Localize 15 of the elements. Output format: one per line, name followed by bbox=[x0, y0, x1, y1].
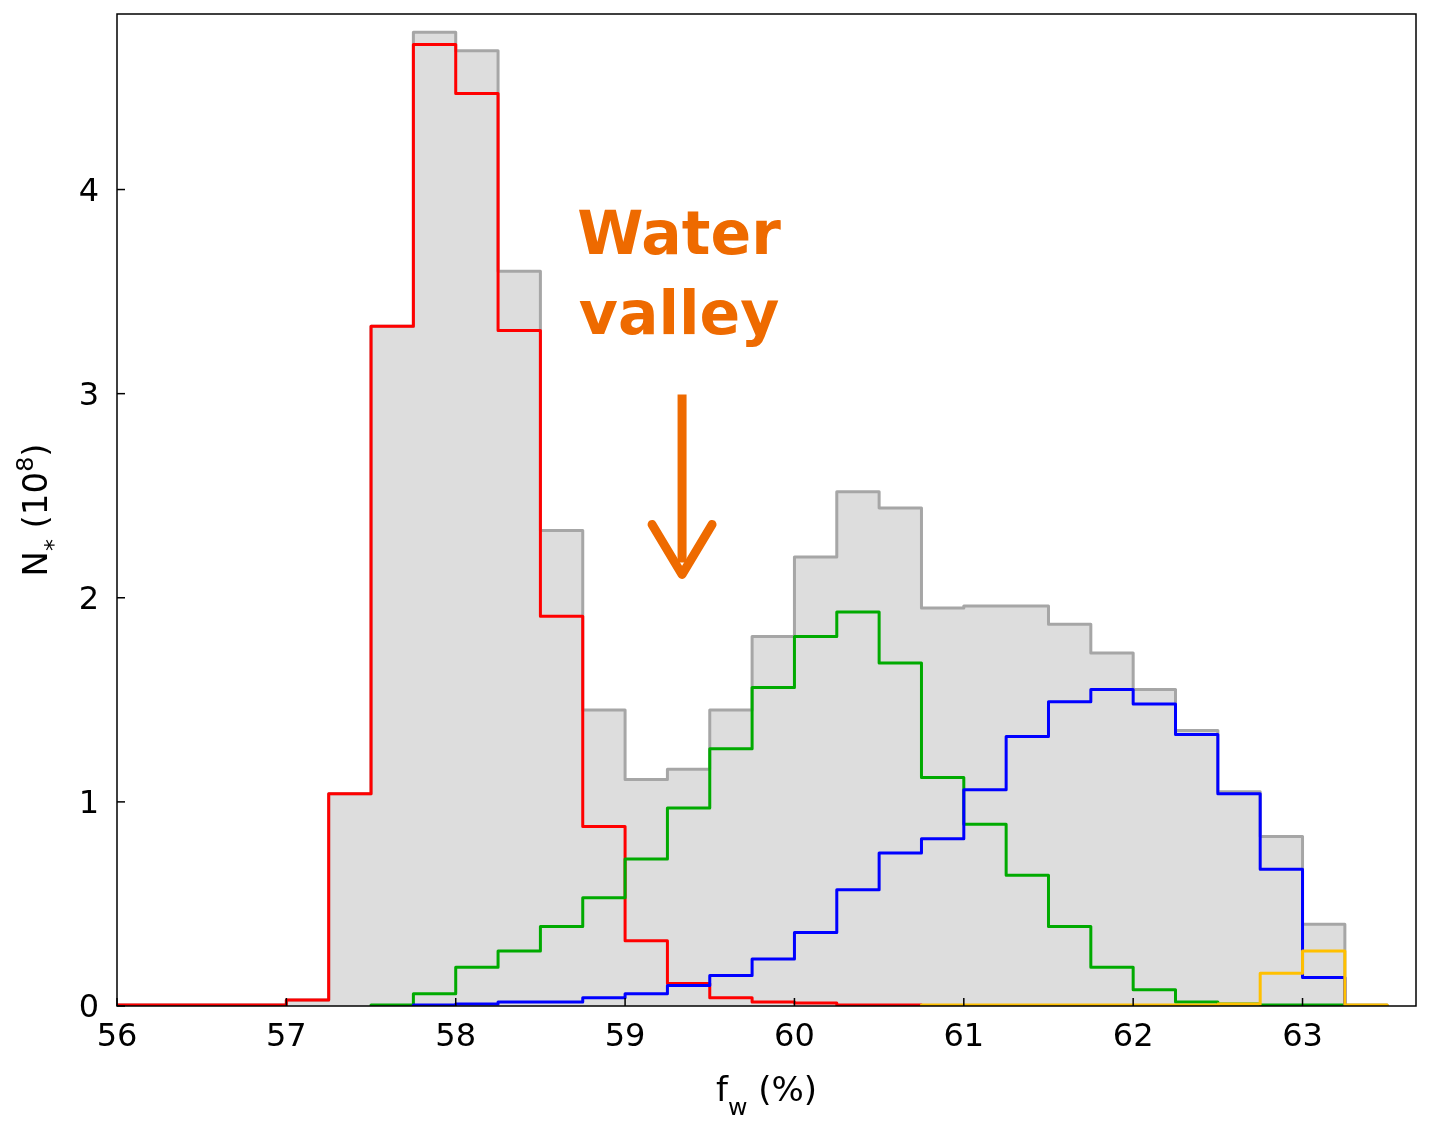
y-tick-label: 0 bbox=[78, 987, 99, 1026]
y-tick-label: 2 bbox=[78, 578, 99, 617]
y-tick-label: 3 bbox=[78, 374, 99, 413]
x-tick-label: 58 bbox=[435, 1016, 477, 1054]
x-tick-label: 62 bbox=[1112, 1016, 1154, 1054]
x-tick-label: 61 bbox=[943, 1016, 985, 1054]
x-tick-label: 59 bbox=[604, 1016, 646, 1054]
x-axis-title: f$_{w}$ (%) bbox=[715, 1069, 818, 1121]
annotation: Water valley bbox=[577, 198, 782, 349]
x-tick-label: 57 bbox=[266, 1016, 307, 1054]
x-tick-label: 56 bbox=[96, 1016, 138, 1054]
y-tick-label: 1 bbox=[78, 783, 99, 822]
x-tick-label: 63 bbox=[1282, 1016, 1323, 1054]
y-tick-label: 4 bbox=[78, 170, 99, 209]
x-tick-label: 60 bbox=[774, 1016, 815, 1054]
